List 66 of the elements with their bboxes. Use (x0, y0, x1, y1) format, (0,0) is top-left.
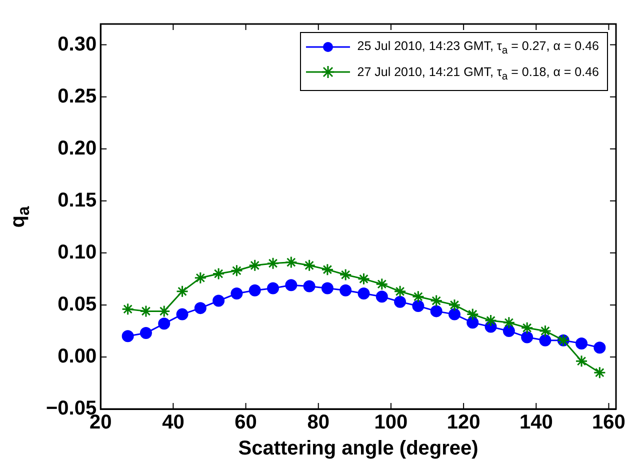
x-tick-label: 120 (446, 412, 480, 434)
point (340, 284, 352, 296)
x-axis-title: Scattering angle (degree) (238, 438, 478, 460)
point (520, 322, 534, 334)
point (448, 308, 460, 320)
point (122, 330, 134, 342)
point (248, 284, 261, 296)
x-tick-label: 40 (162, 412, 184, 434)
point (394, 285, 406, 298)
point (303, 259, 316, 272)
y-tick-label: 0.00 (58, 345, 97, 368)
x-tick-label: 100 (374, 412, 408, 434)
point (321, 263, 334, 276)
point (176, 308, 188, 320)
point (576, 337, 588, 350)
point (502, 316, 516, 329)
point (466, 316, 479, 329)
point (430, 305, 442, 318)
point (339, 268, 352, 282)
point (230, 288, 243, 300)
point (502, 324, 515, 337)
point (575, 354, 588, 368)
point (394, 296, 406, 308)
point (158, 318, 170, 330)
point (248, 259, 262, 272)
point (538, 324, 552, 338)
point (357, 272, 370, 286)
point (539, 334, 552, 346)
point (484, 314, 498, 327)
point (140, 327, 152, 340)
point (266, 257, 280, 270)
legend-label: 27 Jul 2010, 14:21 GMT, τ$_{a}$ = 0.18, α = 0.46 (357, 64, 599, 82)
point (430, 294, 443, 308)
point (466, 308, 479, 321)
point (412, 300, 424, 312)
point (594, 342, 606, 354)
point (212, 294, 225, 307)
point (376, 278, 388, 290)
point (285, 279, 298, 292)
point (593, 366, 606, 379)
x-tick-label: 160 (592, 412, 626, 434)
point (358, 288, 370, 300)
point (303, 280, 316, 292)
point (122, 302, 134, 316)
y-tick-label: 0.10 (58, 241, 97, 264)
point (230, 264, 243, 277)
y-tick-label: 0.15 (58, 189, 97, 212)
point (376, 290, 388, 303)
point (194, 272, 207, 284)
y-tick-label: 0.30 (58, 33, 97, 56)
point (521, 331, 534, 344)
point (412, 290, 424, 303)
x-tick-label: 60 (234, 412, 257, 434)
y-tick-label: 0.25 (58, 85, 97, 108)
point (212, 267, 225, 280)
point (284, 256, 298, 269)
point (267, 282, 280, 294)
point (321, 282, 334, 294)
point (176, 285, 189, 298)
legend-label: 25 Jul 2010, 14:23 GMT, τ$_{a}$ = 0.27, α = 0.46 (357, 39, 599, 56)
x-tick-label: 140 (519, 412, 553, 434)
point (448, 298, 461, 312)
y-tick-label: 0.05 (58, 293, 97, 316)
point (194, 302, 206, 314)
y-tick-label: 0.20 (58, 137, 97, 160)
x-tick-label: 80 (307, 412, 330, 434)
